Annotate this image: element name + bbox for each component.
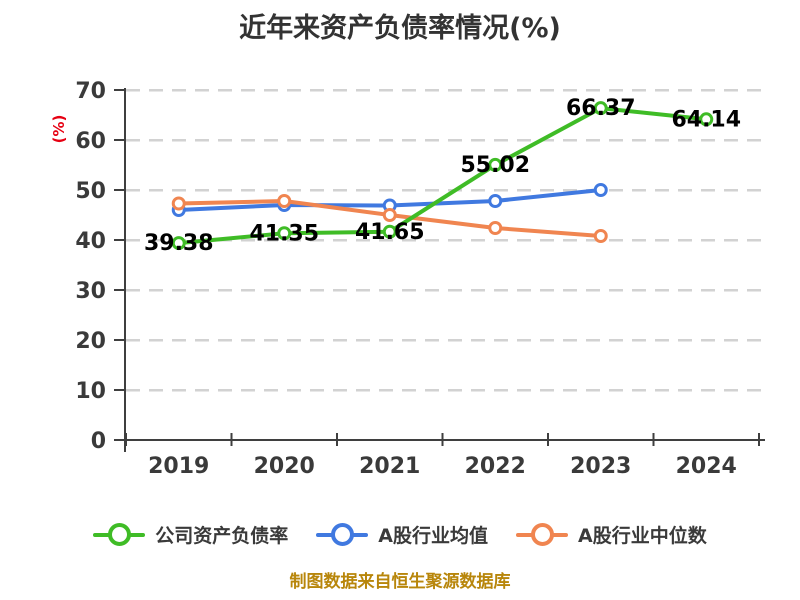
x-tick-label: 2019 [148, 454, 209, 479]
y-tick-label: 30 [75, 279, 106, 304]
x-tick-label: 2024 [676, 454, 737, 479]
data-label: 55.02 [460, 153, 530, 178]
data-source-note: 制图数据来自恒生聚源数据库 [289, 572, 511, 592]
y-tick-label: 40 [75, 229, 106, 254]
y-tick-label: 60 [75, 129, 106, 154]
y-tick-label: 0 [91, 429, 106, 454]
legend-label: A股行业中位数 [578, 525, 707, 547]
line-marker-icon [516, 522, 568, 548]
series-marker-0 [171, 236, 186, 251]
y-tick-label: 50 [75, 179, 106, 204]
series-marker-2 [382, 208, 397, 222]
data-label: 66.37 [566, 96, 636, 121]
y-tick-label: 70 [75, 79, 106, 104]
series-line-0 [176, 106, 709, 246]
data-label: 39.38 [144, 231, 214, 256]
series-marker-0 [593, 101, 608, 116]
line-marker-icon [316, 522, 369, 548]
x-tick-label: 2021 [359, 454, 420, 479]
legend-item-industry-avg: A股行业均值 [316, 521, 488, 548]
data-label: 41.35 [249, 221, 319, 246]
legend: 公司资产负债率 A股行业均值 A股行业中位数 [0, 521, 800, 548]
series-marker-1 [488, 194, 503, 208]
series-marker-0 [699, 112, 714, 127]
x-tick-label: 2023 [570, 454, 631, 479]
x-tick-label: 2020 [254, 454, 315, 479]
legend-item-company: 公司资产负债率 [93, 521, 288, 548]
legend-item-industry-median: A股行业中位数 [516, 521, 707, 548]
series-marker-2 [277, 194, 292, 208]
chart-title: 近年来资产负债率情况(%) [239, 13, 561, 44]
legend-label: 公司资产负债率 [155, 525, 289, 547]
series-marker-0 [488, 157, 503, 172]
legend-label: A股行业均值 [378, 525, 488, 547]
y-tick-label: 10 [75, 379, 106, 404]
line-marker-icon [93, 522, 146, 548]
series-marker-0 [382, 224, 397, 239]
series-marker-1 [593, 183, 608, 197]
x-tick-label: 2022 [465, 454, 526, 479]
data-label: 41.65 [355, 220, 425, 245]
data-label: 64.14 [671, 107, 741, 132]
y-tick-label: 20 [75, 329, 106, 354]
series-marker-2 [593, 229, 608, 243]
series-marker-2 [488, 221, 503, 235]
series-marker-0 [277, 226, 292, 241]
series-marker-2 [171, 196, 186, 211]
